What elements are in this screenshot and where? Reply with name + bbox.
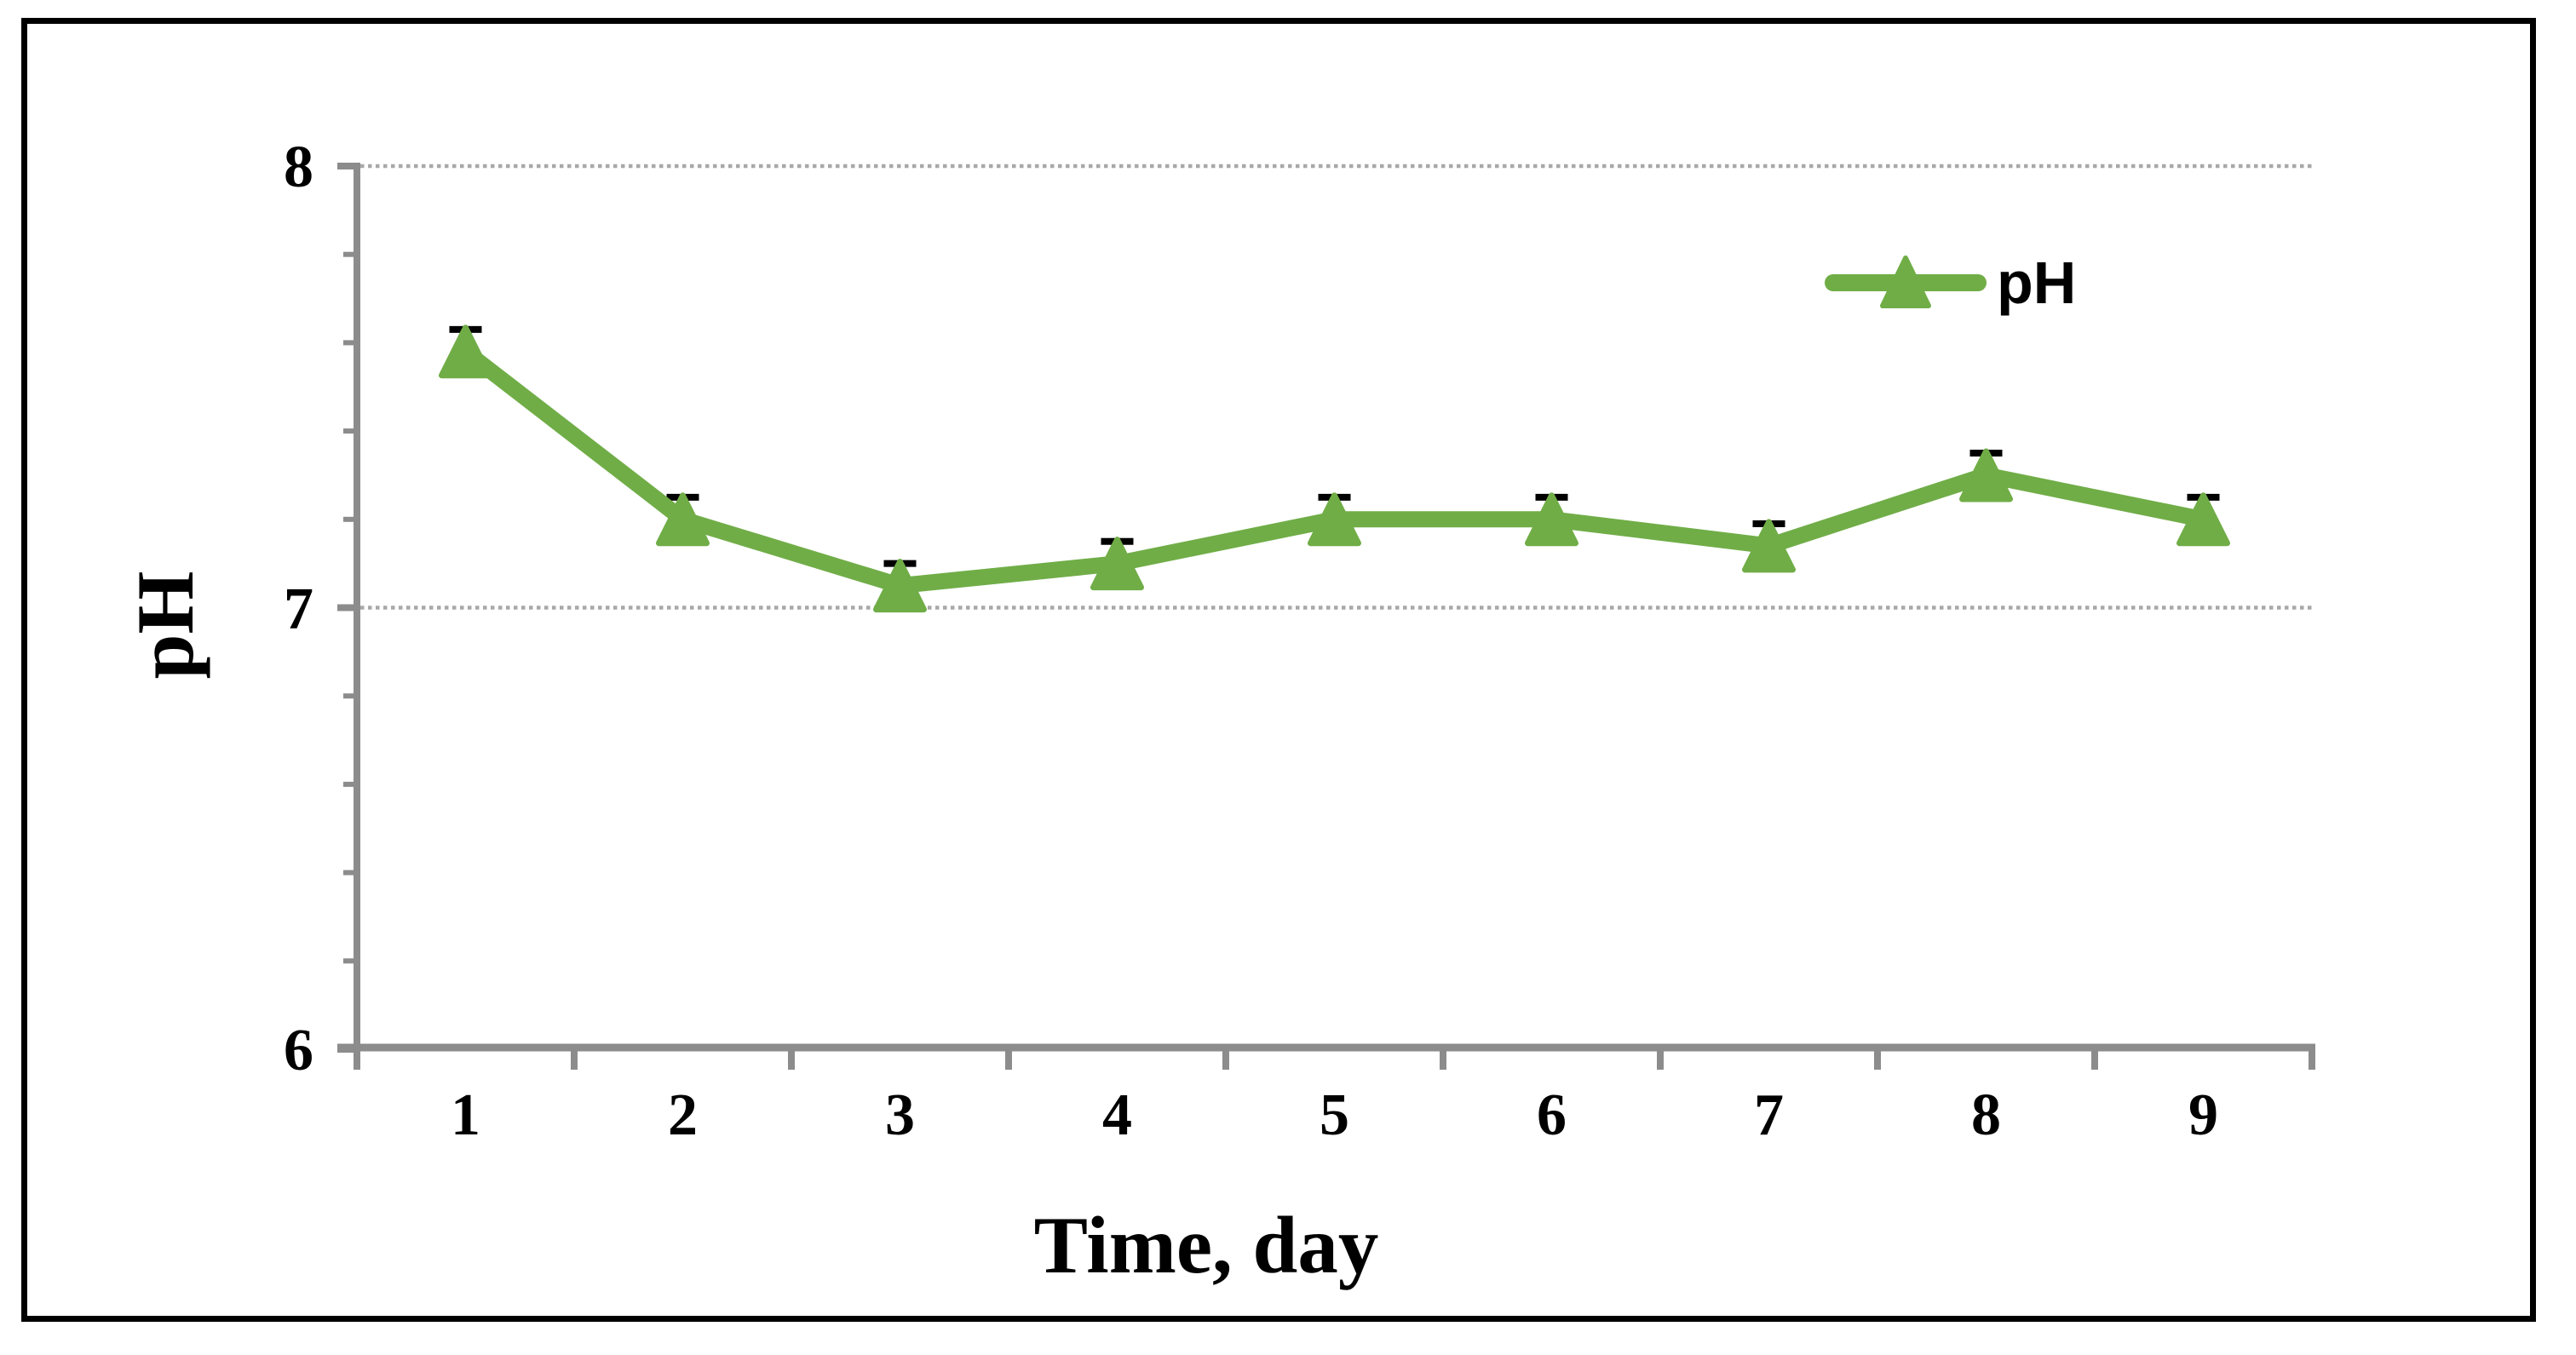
y-minor-tick [343, 340, 357, 346]
y-tick-label: 7 [284, 577, 313, 642]
y-minor-tick [343, 958, 357, 964]
x-tick-label: 9 [2188, 1082, 2218, 1148]
x-tick [788, 1048, 795, 1070]
data-point-marker [873, 559, 927, 613]
x-tick-label: 5 [1320, 1082, 1349, 1148]
legend: pH [1825, 230, 2076, 336]
y-minor-tick [343, 870, 357, 876]
data-point-marker [656, 492, 710, 547]
y-tick-label: 8 [284, 135, 313, 200]
legend-series-marker-icon [1880, 255, 1931, 308]
x-tick-label: 2 [668, 1082, 698, 1148]
legend-label: pH [1997, 250, 2077, 316]
data-point-marker [1959, 448, 2013, 502]
legend-key-icon [1825, 255, 1987, 308]
x-tick [1657, 1048, 1664, 1070]
data-point-marker [439, 324, 492, 379]
x-tick [1005, 1048, 1012, 1070]
x-tick [1874, 1048, 1881, 1070]
data-point-marker [1525, 492, 1578, 547]
x-tick [1440, 1048, 1446, 1070]
y-major-tick [337, 604, 360, 611]
data-point-marker [1742, 519, 1796, 573]
x-tick [571, 1048, 578, 1070]
series-line-ph [457, 343, 2211, 594]
x-axis-title: Time, day [1033, 1200, 1379, 1290]
y-minor-tick [343, 693, 357, 699]
y-minor-tick [343, 781, 357, 787]
data-point-marker [2176, 492, 2230, 547]
x-tick-label: 4 [1102, 1082, 1132, 1148]
y-tick-label: 6 [284, 1018, 313, 1083]
data-point-marker [1308, 492, 1361, 547]
y-minor-tick [343, 251, 357, 257]
x-tick [1222, 1048, 1229, 1070]
y-major-tick [337, 163, 360, 169]
x-tick [2091, 1048, 2098, 1070]
x-tick-label: 6 [1537, 1082, 1567, 1148]
x-tick-label: 1 [451, 1082, 480, 1148]
x-tick-label: 3 [885, 1082, 915, 1148]
data-point-marker [1090, 537, 1144, 591]
y-axis-title: pH [120, 571, 210, 680]
y-minor-tick [343, 516, 357, 522]
y-minor-tick [343, 428, 357, 434]
y-axis-line [354, 166, 360, 1070]
y-major-tick [337, 1046, 360, 1053]
x-tick-label: 7 [1754, 1082, 1784, 1148]
x-axis-line [337, 1043, 2315, 1052]
x-tick [2309, 1048, 2315, 1070]
chart-border [21, 18, 2536, 1322]
x-tick-label: 8 [1971, 1082, 2001, 1148]
